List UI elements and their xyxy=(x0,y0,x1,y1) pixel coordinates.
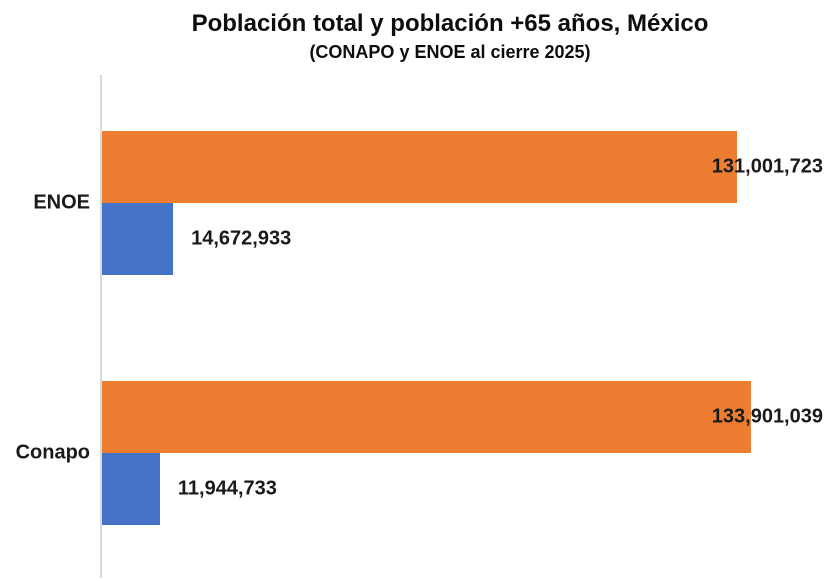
plot-area: ENOE 131,001,723 14,672,933 Conapo 133,9… xyxy=(16,75,829,578)
chart-subtitle: (CONAPO y ENOE al cierre 2025) xyxy=(309,42,591,62)
value-label-plus65-enoe: 14,672,933 xyxy=(191,227,292,250)
value-label-total-conapo: 133,901,039 xyxy=(711,405,823,428)
value-label-plus65-conapo: 11,944,733 xyxy=(177,477,277,500)
chart-header: Población total y población +65 años, Mé… xyxy=(71,8,829,64)
chart-title: Población total y población +65 años, Mé… xyxy=(191,10,709,37)
bar-group-conapo: Conapo 133,901,039 11,944,733 xyxy=(16,381,829,525)
bar-group-enoe: ENOE 131,001,723 14,672,933 xyxy=(33,131,829,275)
bar-total-conapo xyxy=(102,381,751,453)
bar-plus65-conapo xyxy=(102,453,160,525)
category-label-enoe: ENOE xyxy=(33,191,90,214)
bar-plus65-enoe xyxy=(102,203,174,275)
bar-total-enoe xyxy=(102,131,737,203)
value-label-total-enoe: 131,001,723 xyxy=(711,155,823,178)
category-label-conapo: Conapo xyxy=(15,441,90,464)
y-axis-line xyxy=(100,75,102,578)
